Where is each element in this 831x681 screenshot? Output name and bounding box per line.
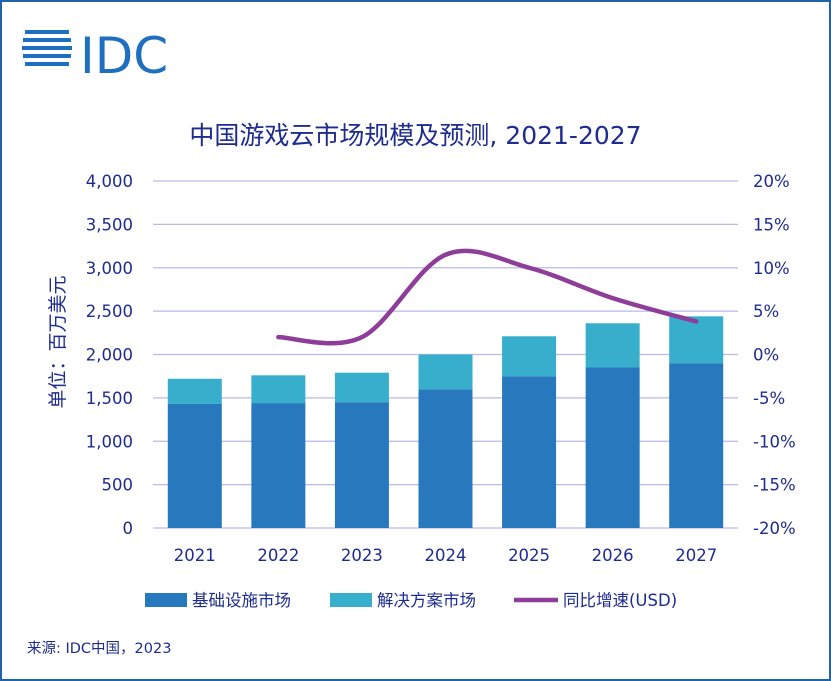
logo-globe-icon bbox=[22, 30, 72, 66]
bar-solutions bbox=[502, 336, 557, 377]
bars bbox=[167, 316, 724, 528]
y2-tick-label: 20% bbox=[753, 172, 790, 191]
y-tick-label: 0 bbox=[123, 519, 134, 538]
legend-label: 解决方案市场 bbox=[377, 591, 476, 610]
y-tick-label: 4,000 bbox=[86, 172, 133, 191]
y2-tick-label: -15% bbox=[753, 476, 796, 495]
y2-tick-label: 0% bbox=[753, 346, 779, 365]
y-tick-label: 2,000 bbox=[86, 346, 133, 365]
x-tick-label: 2022 bbox=[257, 546, 299, 565]
x-tick-label: 2027 bbox=[675, 546, 717, 565]
growth-line bbox=[276, 248, 699, 346]
bar-solutions bbox=[669, 316, 724, 364]
y2-tick-label: 15% bbox=[753, 215, 790, 234]
legend-swatch bbox=[145, 593, 187, 607]
bar-infrastructure bbox=[669, 363, 724, 528]
source-note: 来源: IDC中国，2023 bbox=[27, 641, 172, 657]
y2-tick-label: -10% bbox=[753, 432, 796, 451]
y-axis-labels: 0 500 1,000 1,500 2,000 2,500 3,000 3,500 4,000 bbox=[86, 172, 133, 538]
y-tick-label: 1,500 bbox=[86, 389, 133, 408]
logo-text: IDC bbox=[80, 27, 168, 78]
chart-title: 中国游戏云市场规模及预测, 2021-2027 bbox=[189, 121, 642, 150]
bar-infrastructure bbox=[167, 403, 222, 528]
bar-solutions bbox=[167, 378, 222, 404]
legend-swatch bbox=[330, 593, 372, 607]
idc-logo: IDC bbox=[22, 27, 168, 78]
y2-tick-label: 10% bbox=[753, 259, 790, 278]
bar-infrastructure bbox=[334, 402, 389, 528]
x-tick-label: 2025 bbox=[508, 546, 550, 565]
y2-tick-label: 5% bbox=[753, 302, 779, 321]
y-tick-label: 3,000 bbox=[86, 259, 133, 278]
y-tick-label: 1,000 bbox=[86, 432, 133, 451]
legend: 基础设施市场 解决方案市场 同比增速(USD) bbox=[145, 591, 677, 610]
bar-solutions bbox=[585, 323, 640, 368]
x-tick-label: 2026 bbox=[592, 546, 634, 565]
legend-label: 同比增速(USD) bbox=[563, 591, 677, 610]
bar-infrastructure bbox=[418, 389, 473, 528]
x-tick-label: 2021 bbox=[174, 546, 216, 565]
bar-infrastructure bbox=[251, 403, 306, 528]
y2-tick-label: -20% bbox=[753, 519, 796, 538]
y-tick-label: 500 bbox=[102, 476, 134, 495]
bar-solutions bbox=[251, 375, 306, 404]
bar-solutions bbox=[418, 354, 473, 390]
bar-solutions bbox=[334, 372, 389, 403]
y-axis-title: 单位：百万美元 bbox=[47, 275, 69, 408]
x-axis-labels: 2021 2022 2023 2024 2025 2026 2027 bbox=[174, 546, 717, 565]
bar-infrastructure bbox=[585, 367, 640, 528]
y2-tick-label: -5% bbox=[753, 389, 785, 408]
x-tick-label: 2024 bbox=[425, 546, 467, 565]
y-tick-label: 2,500 bbox=[86, 302, 133, 321]
legend-label: 基础设施市场 bbox=[192, 591, 291, 610]
y-tick-label: 3,500 bbox=[86, 215, 133, 234]
y2-axis-labels: -20% -15% -10% -5% 0% 5% 10% 15% 20% bbox=[753, 172, 796, 538]
bar-infrastructure bbox=[502, 376, 557, 528]
x-tick-label: 2023 bbox=[341, 546, 383, 565]
